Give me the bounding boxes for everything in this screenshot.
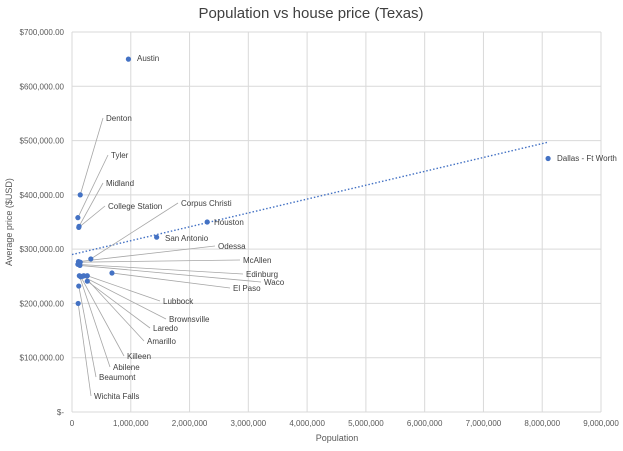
data-label: Midland [106,179,134,188]
x-tick-label: 9,000,000 [583,419,619,428]
leader-line [82,275,167,320]
data-point [154,234,160,240]
leader-line [83,275,145,342]
y-tick-label: $400,000.00 [20,191,65,200]
data-point [204,219,210,225]
x-axis-label: Population [316,433,359,443]
data-label: Odessa [218,242,246,251]
data-point [125,56,132,62]
data-label: Wichita Falls [94,392,139,401]
leader-line [111,272,231,289]
leader-line [78,245,216,263]
x-tick-label: 7,000,000 [466,419,502,428]
x-tick-label: 2,000,000 [172,419,208,428]
data-point [77,192,83,198]
x-tick-label: 0 [70,419,75,428]
leader-line [87,280,151,329]
data-label: Amarillo [147,337,176,346]
label-leader-lines [77,117,262,397]
x-tick-label: 3,000,000 [231,419,267,428]
data-point [76,224,82,231]
y-tick-label: $- [57,408,64,417]
x-tick-label: 4,000,000 [289,419,325,428]
data-label: Brownsville [169,315,210,324]
data-label: Lubbock [163,297,194,306]
y-tick-label: $700,000.00 [20,28,65,37]
data-label: McAllen [243,256,271,265]
data-label: Austin [137,54,159,63]
leader-line [78,275,111,368]
data-label: Tyler [111,151,129,160]
data-labels: Austin Dallas - Ft Worth Houston San Antoni… [94,54,617,401]
data-label: Edinburg [246,270,278,279]
leader-line [78,182,104,227]
data-label: Corpus Christi [181,199,232,208]
data-points [75,56,551,307]
leader-line [80,259,241,263]
x-tick-label: 1,000,000 [113,419,149,428]
data-point [76,283,82,289]
data-label: San Antonio [165,234,209,243]
leader-line [78,205,106,228]
leader-line [80,276,125,357]
y-tick-label: $100,000.00 [20,354,65,363]
data-point [88,256,94,262]
leader-line [77,303,92,397]
gridlines [71,31,602,413]
leader-line [79,117,104,195]
data-label: Denton [106,114,132,123]
y-tick-label: $300,000.00 [20,245,65,254]
leader-line [78,285,97,378]
data-label: Dallas - Ft Worth [557,154,617,163]
data-label: Laredo [153,324,178,333]
data-label: College Station [108,202,162,211]
data-label: Houston [214,218,244,227]
data-label: El Paso [233,284,261,293]
x-tick-label: 8,000,000 [524,419,560,428]
linear-trendline [71,141,549,256]
data-point [545,155,551,162]
axis-tick-labels: 0 1,000,000 2,000,000 3,000,000 4,000,000 5,0… [20,28,620,428]
data-label: Killeen [127,352,151,361]
data-label: Beaumont [99,373,136,382]
leader-line [77,154,109,218]
x-tick-label: 6,000,000 [407,419,443,428]
y-tick-label: $600,000.00 [20,82,65,91]
data-point [75,300,81,307]
data-label: Abilene [113,363,140,372]
y-tick-label: $200,000.00 [20,299,65,308]
leader-line [87,275,161,302]
data-point [109,270,115,276]
data-label: Waco [264,278,285,287]
data-point [77,262,83,269]
data-point [76,273,82,279]
leader-line [77,263,244,275]
x-tick-label: 5,000,000 [348,419,384,428]
leader-line [90,202,179,260]
y-tick-label: $500,000.00 [20,137,65,146]
data-point [75,215,81,221]
data-point [84,278,90,284]
y-axis-label: Average price ($USD) [4,178,14,266]
leader-line [79,265,262,283]
chart-title: Population vs house price (Texas) [198,5,423,22]
